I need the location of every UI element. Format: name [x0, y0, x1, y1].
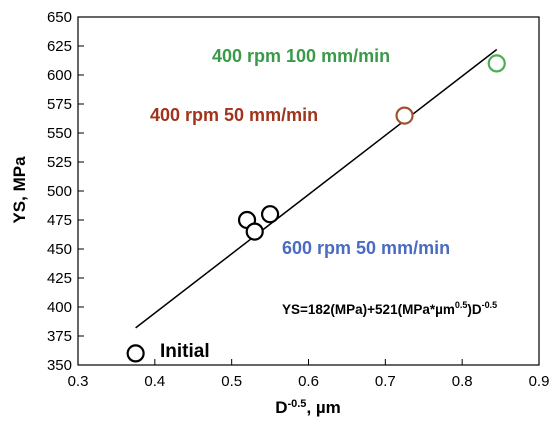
y-axis-label: YS, MPa	[10, 156, 29, 224]
y-tick-label: 425	[47, 270, 72, 287]
plot-frame	[77, 16, 540, 366]
y-axis-ticks: 350 375 400 425 450 475 500 525 550 575 600 625 650	[47, 9, 84, 374]
x-axis-ticks: 0.3 0.4 0.5 0.6 0.7 0.8 0.9	[68, 359, 550, 390]
data-points	[126, 54, 506, 363]
y-tick-label: 625	[47, 38, 72, 55]
y-tick-label: 650	[47, 9, 72, 26]
x-tick-label: 0.5	[221, 373, 242, 390]
data-point	[260, 205, 280, 224]
x-tick-label: 0.6	[298, 373, 319, 390]
x-tick-label: 0.7	[375, 373, 396, 390]
annotation-400rpm-100: 400 rpm 100 mm/min	[212, 46, 390, 66]
y-tick-label: 475	[47, 212, 72, 229]
data-point	[126, 344, 145, 363]
y-tick-label: 575	[47, 96, 72, 113]
x-tick-label: 0.4	[144, 373, 165, 390]
y-tick-label: 450	[47, 241, 72, 258]
y-tick-label: 525	[47, 154, 72, 171]
x-tick-label: 0.9	[529, 373, 550, 390]
data-point	[395, 106, 414, 125]
fit-equation: YS=182(MPa)+521(MPa*µm0.5)D-0.5	[282, 300, 497, 317]
y-tick-label: 350	[47, 357, 72, 374]
y-tick-label: 500	[47, 183, 72, 200]
x-tick-label: 0.3	[68, 373, 89, 390]
y-tick-label: 400	[47, 299, 72, 316]
annotation-initial: Initial	[160, 341, 210, 362]
data-point	[245, 222, 264, 241]
x-tick-label: 0.8	[452, 373, 473, 390]
annotation-600rpm-50: 600 rpm 50 mm/min	[282, 238, 450, 258]
data-point	[487, 54, 506, 73]
x-axis-label: D-0.5, µm	[275, 398, 341, 417]
fit-line	[135, 48, 498, 329]
y-tick-label: 600	[47, 67, 72, 84]
y-tick-label: 375	[47, 328, 72, 345]
annotation-400rpm-50: 400 rpm 50 mm/min	[150, 105, 318, 125]
y-tick-label: 550	[47, 125, 72, 142]
